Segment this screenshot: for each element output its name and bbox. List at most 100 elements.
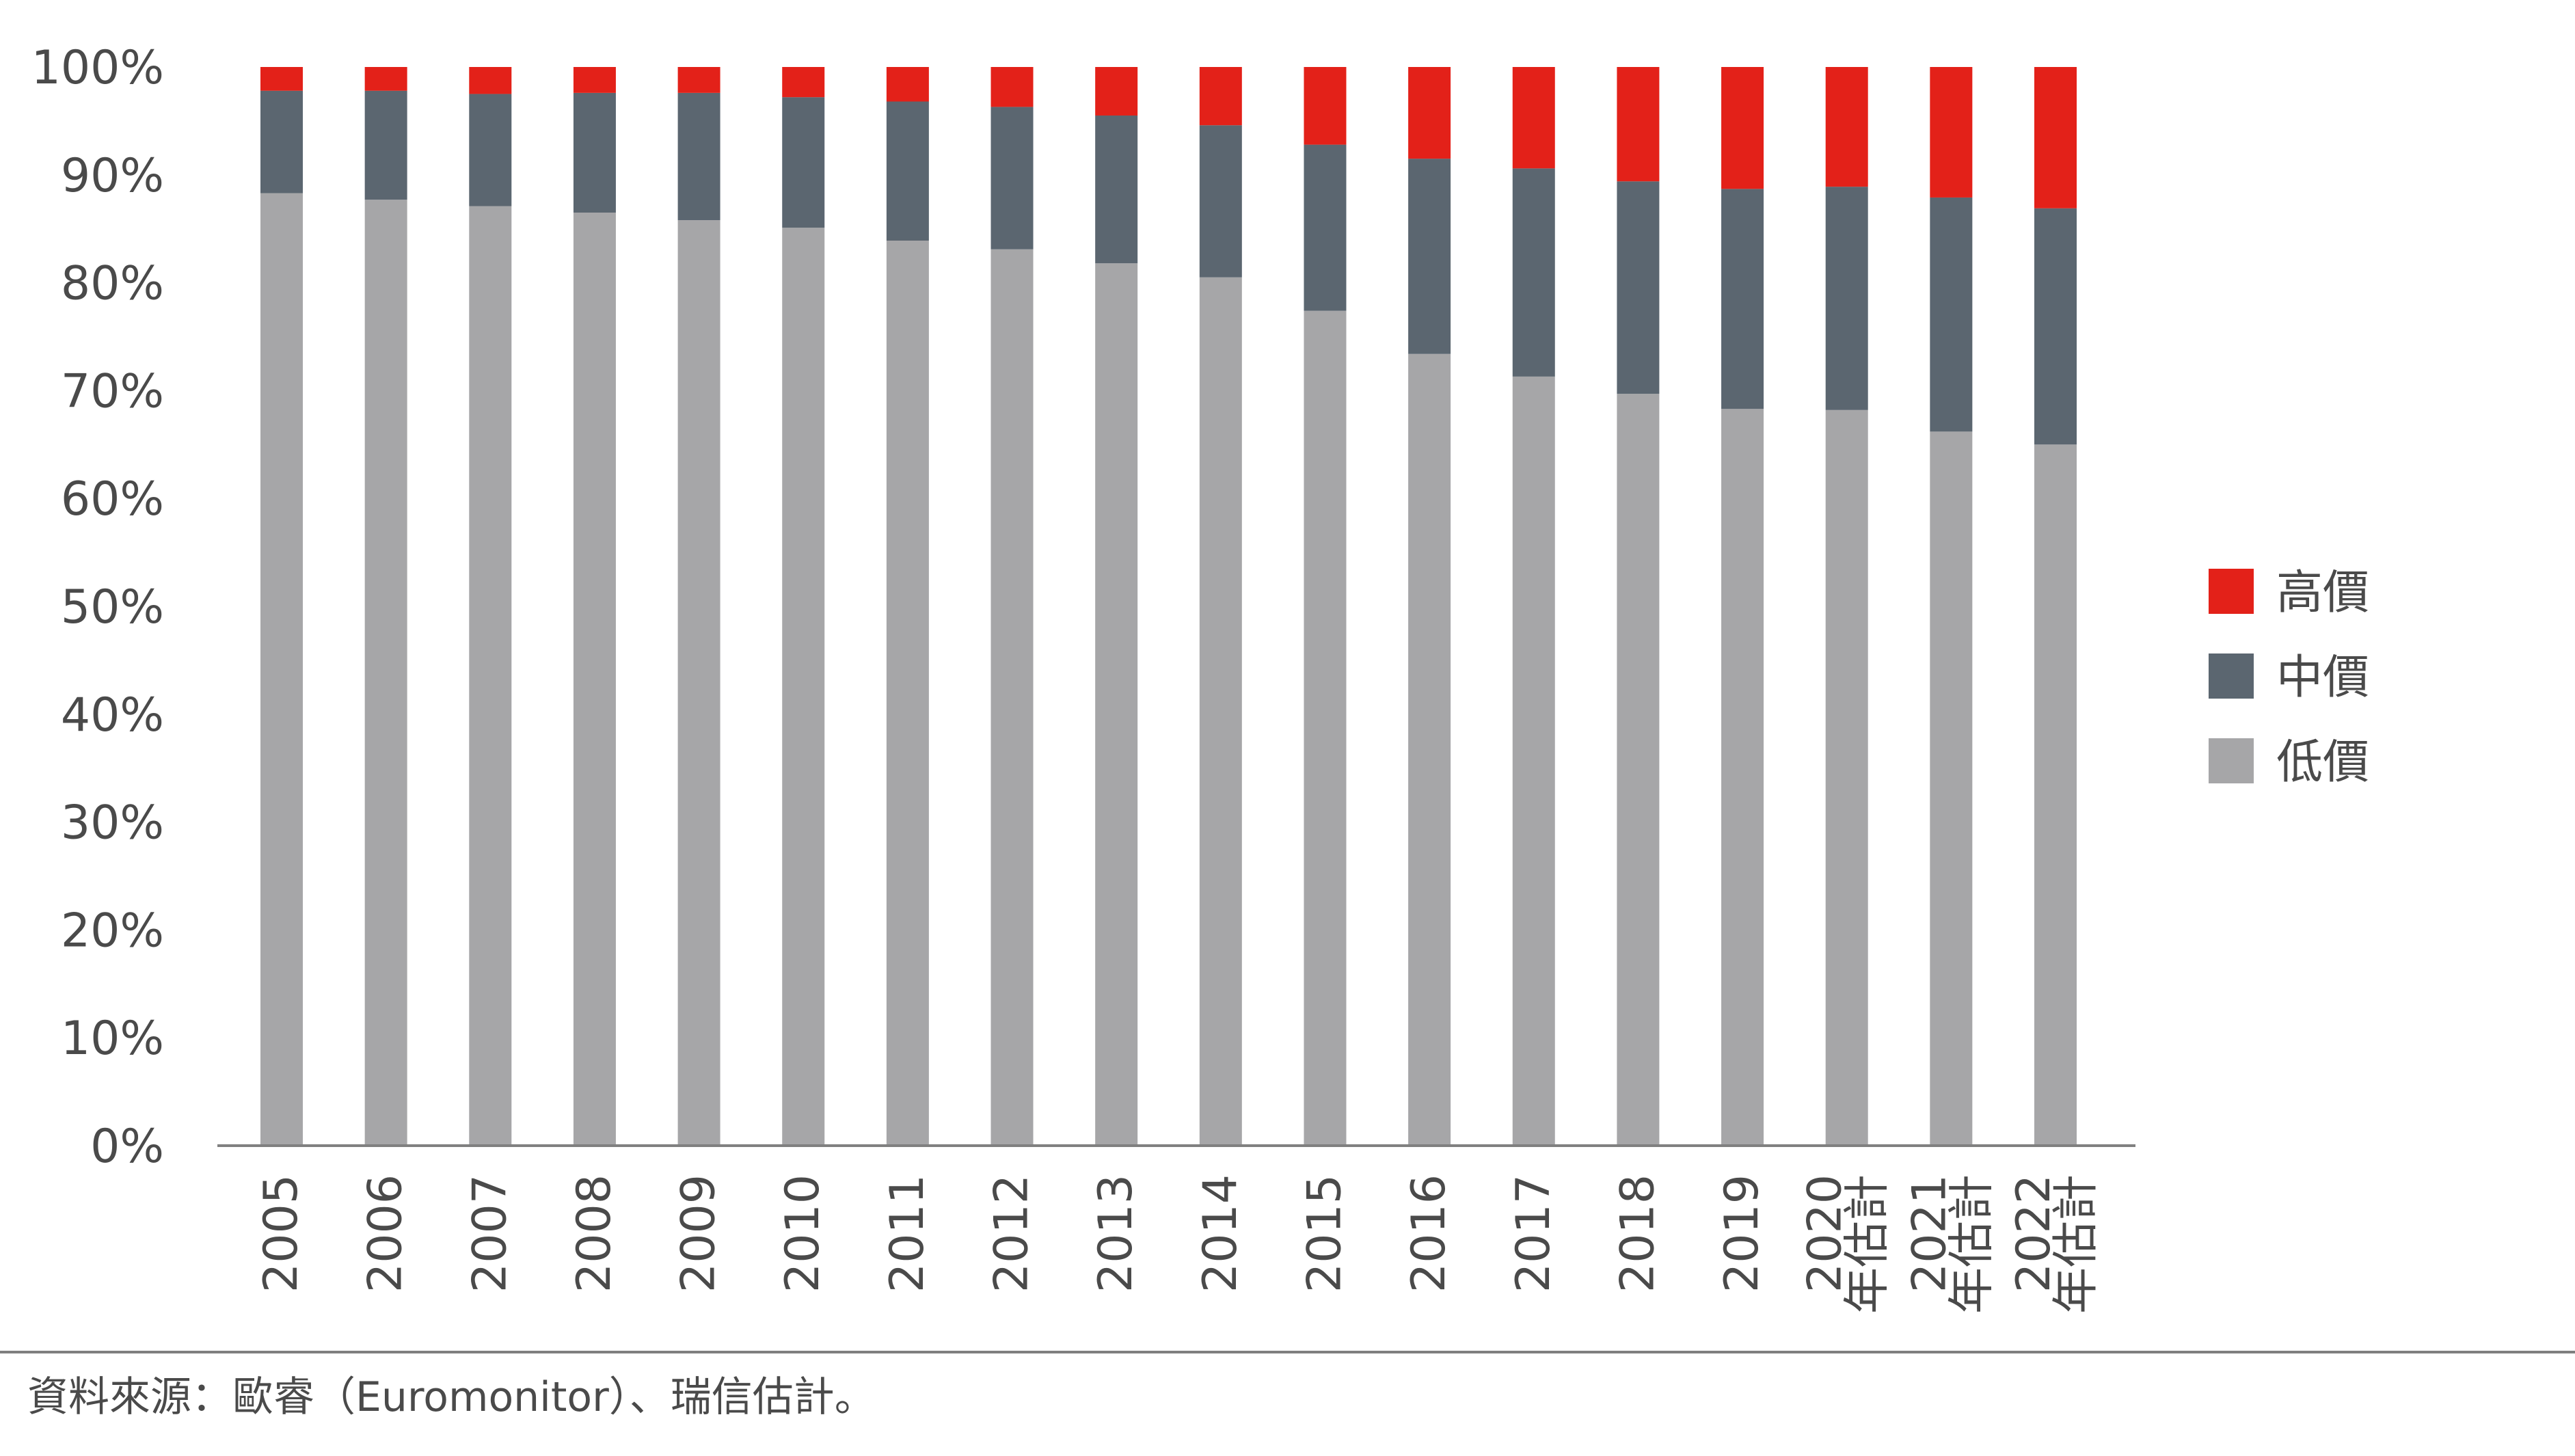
x-tick-label: 2019 — [1715, 1174, 1769, 1293]
bar-segment-high-2017 — [1512, 67, 1555, 169]
x-tick-year: 2015 — [1297, 1174, 1351, 1293]
bar-segment-high-2019 — [1721, 67, 1764, 189]
x-tick-year: 2020 — [1798, 1174, 1852, 1293]
bar-segment-mid-2010 — [782, 97, 825, 228]
y-tick-label: 0% — [90, 1120, 164, 1174]
bar-segment-mid-2016 — [1408, 159, 1451, 354]
x-tick-year: 2012 — [985, 1174, 1039, 1293]
bar-segment-mid-2021 — [1930, 197, 1973, 432]
x-tick-label: 2010 — [776, 1174, 830, 1293]
bar-segment-low-2010 — [782, 228, 825, 1146]
bar-segment-mid-2017 — [1512, 168, 1555, 377]
bar-segment-mid-2007 — [469, 94, 512, 206]
x-tick-year: 2019 — [1715, 1174, 1769, 1293]
legend-swatch-low — [2209, 738, 2254, 783]
bar-segment-high-2016 — [1408, 67, 1451, 159]
x-tick-year: 2017 — [1507, 1174, 1561, 1293]
y-tick-label: 10% — [61, 1012, 164, 1066]
y-tick-label: 50% — [61, 580, 164, 634]
bar-segment-mid-2008 — [573, 92, 616, 213]
bar-segment-high-2005 — [260, 67, 303, 91]
x-tick-year: 2011 — [880, 1174, 934, 1293]
bar-segment-low-2017 — [1512, 376, 1555, 1146]
x-tick-year: 2006 — [359, 1174, 413, 1293]
x-tick-year: 2008 — [567, 1174, 621, 1293]
bar-segment-low-2016 — [1408, 353, 1451, 1146]
bar-segment-high-2018 — [1617, 67, 1660, 182]
bar-segment-high-2006 — [364, 67, 407, 91]
x-tick-year: 2014 — [1194, 1174, 1248, 1293]
legend-swatch-high — [2209, 569, 2254, 614]
bar-segment-high-2015 — [1304, 67, 1347, 145]
x-tick-year: 2016 — [1402, 1174, 1456, 1293]
x-tick-suffix: 年估計 — [1945, 1174, 1999, 1314]
x-tick-year: 2010 — [776, 1174, 830, 1293]
x-tick-label: 2017 — [1507, 1174, 1561, 1293]
y-tick-label: 20% — [61, 904, 164, 958]
bar-segment-low-2018 — [1617, 394, 1660, 1146]
x-tick-label: 2012 — [985, 1174, 1039, 1293]
y-tick-label: 90% — [61, 149, 164, 203]
bar-segment-high-2021 — [1930, 67, 1973, 198]
y-tick-label: 40% — [61, 688, 164, 742]
legend-label-mid: 中價 — [2276, 651, 2369, 705]
x-tick-label: 2013 — [1089, 1174, 1143, 1293]
y-tick-label: 30% — [61, 796, 164, 850]
y-axis: 0% 10% 20% 30% 40% 50% 60% 70% 80% 90% 100% — [31, 41, 164, 1174]
x-tick-year: 2022 — [2007, 1174, 2061, 1293]
bar-segment-high-2011 — [886, 67, 929, 102]
y-tick-label: 80% — [61, 257, 164, 311]
y-tick-label: 60% — [61, 472, 164, 526]
x-tick-label: 2008 — [567, 1174, 621, 1293]
bar-segment-high-2013 — [1095, 67, 1138, 116]
bar-segment-mid-2015 — [1304, 144, 1347, 311]
bar-segment-high-2009 — [677, 67, 720, 93]
x-tick-label: 2016 — [1402, 1174, 1456, 1293]
bar-segment-low-2021 — [1930, 431, 1973, 1146]
bar-segment-low-2009 — [677, 220, 720, 1146]
bar-segment-mid-2009 — [677, 92, 720, 221]
x-tick-label: 2009 — [672, 1174, 726, 1293]
x-tick-label: 2018 — [1610, 1174, 1664, 1293]
bar-segment-mid-2006 — [364, 90, 407, 200]
bar-segment-mid-2018 — [1617, 181, 1660, 394]
bar-segment-low-2012 — [990, 249, 1034, 1146]
x-tick-year: 2009 — [672, 1174, 726, 1293]
bar-segment-high-2014 — [1199, 67, 1242, 126]
bar-segment-low-2020 — [1825, 409, 1868, 1146]
x-tick-year: 2018 — [1610, 1174, 1664, 1293]
bar-segment-high-2012 — [990, 67, 1034, 107]
bar-segment-high-2008 — [573, 67, 616, 93]
bar-segment-mid-2019 — [1721, 189, 1764, 409]
bar-segment-low-2005 — [260, 193, 303, 1146]
bar-segment-mid-2013 — [1095, 116, 1138, 264]
x-tick-year: 2007 — [463, 1174, 517, 1293]
bar-segment-low-2019 — [1721, 409, 1764, 1146]
bars — [260, 67, 2077, 1146]
x-tick-year: 2021 — [1902, 1174, 1956, 1293]
x-tick-year: 2013 — [1089, 1174, 1143, 1293]
x-tick-suffix: 年估計 — [2049, 1174, 2103, 1314]
source-divider — [0, 1351, 2575, 1353]
source-note: 資料來源：歐睿（Euromonitor）、瑞信估計。 — [27, 1373, 876, 1421]
bar-segment-low-2007 — [469, 206, 512, 1146]
bar-segment-high-2010 — [782, 67, 825, 98]
bar-segment-mid-2014 — [1199, 125, 1242, 278]
bar-segment-low-2015 — [1304, 310, 1347, 1146]
x-tick-label: 2014 — [1194, 1174, 1248, 1293]
legend-label-low: 低價 — [2276, 736, 2369, 790]
bar-segment-mid-2011 — [886, 101, 929, 241]
bar-segment-low-2008 — [573, 213, 616, 1146]
y-tick-label: 70% — [61, 364, 164, 418]
x-tick-label: 2007 — [463, 1174, 517, 1293]
bar-segment-low-2011 — [886, 241, 929, 1146]
bar-segment-high-2022 — [2034, 67, 2077, 208]
bar-segment-low-2014 — [1199, 277, 1242, 1146]
bar-segment-mid-2012 — [990, 107, 1034, 250]
bar-segment-low-2013 — [1095, 263, 1138, 1146]
